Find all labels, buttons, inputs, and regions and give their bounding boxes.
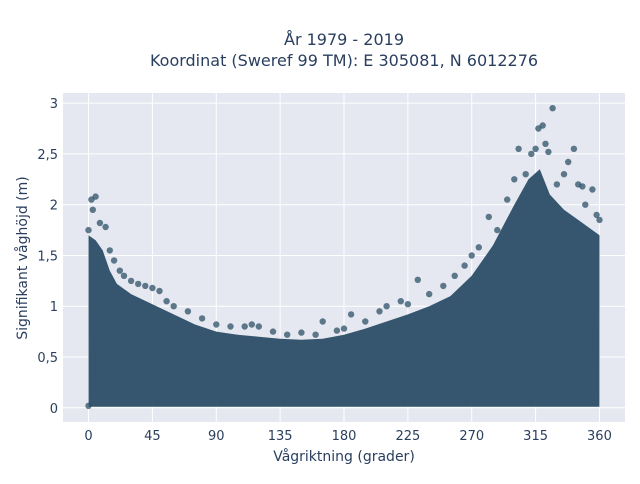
data-point — [528, 150, 535, 158]
data-point — [362, 318, 369, 325]
data-point — [96, 219, 104, 227]
data-point — [149, 284, 156, 292]
data-point — [468, 252, 475, 259]
data-point — [397, 298, 404, 305]
data-point — [475, 244, 482, 251]
data-point — [515, 145, 522, 152]
data-point — [255, 323, 262, 330]
data-point — [582, 201, 589, 208]
data-point — [589, 186, 596, 193]
data-point — [213, 321, 220, 328]
data-point — [539, 122, 546, 129]
data-point — [560, 171, 568, 178]
data-point — [248, 321, 255, 328]
data-point — [298, 329, 305, 336]
x-tick-label: 0 — [84, 429, 92, 444]
data-point — [532, 145, 539, 152]
x-tick-label: 180 — [332, 429, 357, 444]
data-point — [440, 282, 447, 290]
data-point — [426, 290, 433, 298]
data-point — [120, 272, 128, 279]
data-point — [376, 308, 383, 315]
data-point — [542, 140, 549, 147]
x-axis-label: Vågriktning (grader) — [273, 448, 415, 465]
data-point — [333, 327, 341, 334]
data-point — [461, 262, 468, 269]
y-axis-label: Signifikant våghöjd (m) — [14, 176, 31, 339]
data-point — [485, 213, 492, 221]
y-tick-label: 2 — [50, 199, 58, 214]
y-tick-label: 1 — [50, 300, 58, 315]
y-tick-label: 0,5 — [37, 351, 58, 366]
data-point — [451, 272, 458, 279]
chart-title: År 1979 - 2019 — [284, 30, 404, 49]
data-point — [414, 276, 421, 283]
data-point — [89, 206, 97, 213]
data-point — [553, 181, 561, 188]
data-point — [596, 216, 603, 224]
data-point — [198, 315, 206, 322]
data-point — [227, 323, 234, 330]
data-point — [184, 308, 192, 315]
data-point — [127, 277, 135, 285]
data-point — [156, 287, 163, 295]
x-tick-label: 45 — [144, 429, 161, 444]
data-point — [522, 171, 529, 178]
data-point — [106, 247, 114, 254]
data-point — [565, 158, 572, 166]
data-point — [545, 148, 552, 156]
data-point — [494, 226, 501, 234]
data-point — [135, 280, 142, 288]
data-point — [504, 196, 511, 203]
x-tick-label: 270 — [459, 429, 484, 444]
x-tick-label: 315 — [523, 429, 548, 444]
data-point — [92, 193, 99, 200]
data-point — [404, 301, 412, 308]
data-point — [347, 311, 355, 318]
data-point — [312, 331, 319, 338]
x-tick-label: 135 — [268, 429, 293, 444]
data-point — [163, 298, 170, 305]
chart-subtitle: Koordinat (Sweref 99 TM): E 305081, N 60… — [150, 51, 538, 70]
x-tick-label: 360 — [587, 429, 612, 444]
data-point — [593, 211, 600, 219]
data-point — [85, 402, 92, 409]
data-point — [511, 176, 518, 183]
data-point — [116, 267, 124, 274]
data-point — [340, 325, 348, 332]
data-point — [319, 318, 326, 325]
data-point — [85, 226, 92, 234]
x-tick-label: 90 — [208, 429, 225, 444]
y-tick-label: 1,5 — [37, 249, 58, 264]
data-point — [284, 331, 291, 338]
data-point — [241, 323, 248, 330]
y-tick-label: 3 — [50, 97, 58, 112]
data-point — [102, 223, 109, 231]
y-tick-label: 2,5 — [37, 148, 58, 163]
data-point — [570, 145, 578, 152]
data-point — [170, 303, 177, 310]
data-point — [549, 105, 556, 112]
data-point — [142, 282, 149, 290]
scatter-cloud — [88, 169, 600, 407]
data-point — [110, 257, 118, 264]
x-tick-label: 225 — [395, 429, 420, 444]
data-point — [383, 303, 390, 310]
data-point — [579, 183, 586, 190]
data-point — [269, 328, 277, 335]
y-tick-label: 0 — [50, 402, 58, 417]
